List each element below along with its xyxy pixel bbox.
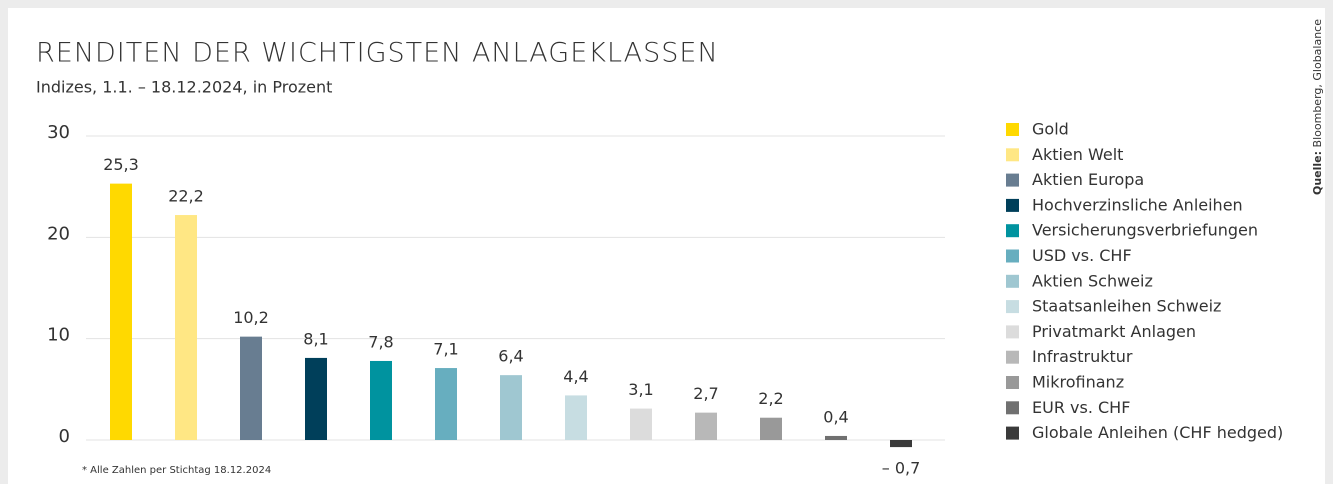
bar xyxy=(695,412,717,440)
legend-swatch xyxy=(1006,376,1019,389)
source: Quelle: Bloomberg, Globalance xyxy=(1311,19,1324,195)
bar xyxy=(305,357,327,440)
legend-swatch xyxy=(1006,198,1019,212)
source-text: Bloomberg, Globalance xyxy=(1311,19,1324,148)
value-label: – 0,7 xyxy=(882,459,921,478)
y-tick-label: 20 xyxy=(47,223,70,244)
value-label: 2,7 xyxy=(693,384,718,403)
bar xyxy=(370,360,392,440)
legend-label: USD vs. CHF xyxy=(1032,246,1132,265)
value-label: 7,8 xyxy=(368,332,393,351)
bar xyxy=(175,215,197,440)
legend-swatch xyxy=(1006,300,1019,314)
legend-label: Globale Anleihen (CHF hedged) xyxy=(1032,423,1283,442)
legend-label: Infrastruktur xyxy=(1032,347,1133,366)
legend-swatch xyxy=(1006,325,1019,339)
bar xyxy=(630,408,652,440)
value-label: 8,1 xyxy=(303,329,328,348)
value-label: 4,4 xyxy=(563,367,588,386)
bar xyxy=(825,435,847,440)
legend-label: EUR vs. CHF xyxy=(1032,398,1130,417)
legend-label: Versicherungsverbriefungen xyxy=(1032,221,1258,240)
bar xyxy=(240,336,262,440)
legend-swatch xyxy=(1006,148,1019,162)
bar xyxy=(500,375,522,440)
legend-label: Hochverzinsliche Anleihen xyxy=(1032,195,1243,214)
chart-title: RENDITEN DER WICHTIGSTEN ANLAGEKLASSEN xyxy=(36,38,719,69)
value-label: 0,4 xyxy=(823,407,848,426)
value-label: 7,1 xyxy=(433,340,458,359)
legend-swatch xyxy=(1006,350,1019,364)
value-label: 25,3 xyxy=(103,155,139,174)
legend-label: Aktien Schweiz xyxy=(1032,271,1153,290)
y-tick-label: 10 xyxy=(47,325,70,346)
bar xyxy=(760,417,782,440)
bar xyxy=(565,395,587,440)
y-tick-label: 30 xyxy=(47,122,70,143)
bar xyxy=(110,183,132,441)
legend-swatch xyxy=(1006,401,1019,415)
value-label: 10,2 xyxy=(233,308,269,327)
legend-label: Staatsanleihen Schweiz xyxy=(1032,297,1221,316)
footnote: * Alle Zahlen per Stichtag 18.12.2024 xyxy=(82,465,271,476)
legend-swatch xyxy=(1006,249,1019,263)
legend-swatch xyxy=(1006,173,1019,187)
legend-swatch xyxy=(1006,224,1019,238)
legend-label: Gold xyxy=(1032,120,1069,139)
source-label: Quelle: xyxy=(1311,151,1324,195)
value-label: 6,4 xyxy=(498,347,523,366)
value-label: 2,2 xyxy=(758,389,783,408)
legend-swatch xyxy=(1006,274,1019,288)
legend-label: Privatmarkt Anlagen xyxy=(1032,322,1196,341)
legend-label: Mikrofinanz xyxy=(1032,373,1124,392)
legend-label: Aktien Europa xyxy=(1032,170,1144,189)
y-tick-label: 0 xyxy=(59,426,70,447)
bar xyxy=(890,440,912,448)
legend-swatch xyxy=(1006,123,1019,136)
chart-subtitle: Indizes, 1.1. – 18.12.2024, in Prozent xyxy=(36,78,332,97)
value-label: 3,1 xyxy=(628,380,653,399)
value-label: 22,2 xyxy=(168,187,204,206)
bar xyxy=(435,368,457,440)
legend-label: Aktien Welt xyxy=(1032,145,1123,164)
card xyxy=(8,8,1325,484)
legend-swatch xyxy=(1006,426,1019,440)
